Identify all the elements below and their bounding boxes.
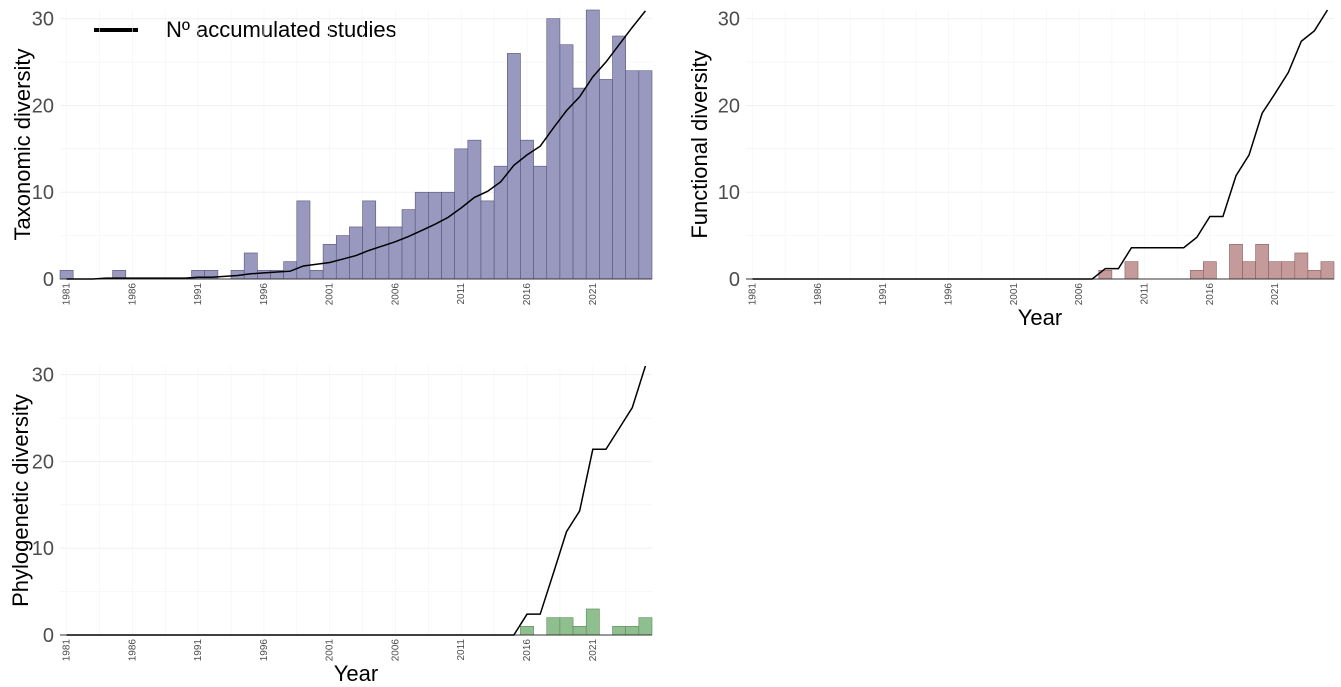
taxonomic-y-axis-title: Taxonomic diversity [10,49,35,241]
taxonomic-accumulated-line [66,10,647,280]
functional-ytick-label: 30 [718,9,740,31]
taxonomic-bar [362,200,377,280]
phylogenetic-xtick-label: 2021 [588,639,599,662]
phylogenetic-xtick-label: 1996 [259,639,270,662]
functional-bar [1124,261,1139,280]
taxonomic-xtick-label: 2001 [325,283,336,306]
functional-bar [1229,243,1243,280]
taxonomic-xtick-label: 2016 [522,283,533,306]
legend-label: Nº accumulated studies [166,17,397,42]
phylogenetic-bar [546,617,561,636]
phylogenetic-bar [638,617,653,636]
phylogenetic-x-axis-title: Year [334,661,378,686]
phylogenetic-xtick-label: 1981 [62,639,73,662]
phylogenetic-xtick-label: 2001 [325,639,336,662]
taxonomic-xtick-label: 1996 [259,283,270,306]
phylogenetic-bar [585,608,600,636]
taxonomic-bar [533,165,548,280]
taxonomic-ytick-label: 30 [32,9,54,31]
functional-ytick-label: 10 [718,182,740,204]
phylogenetic-bar [559,617,574,636]
taxonomic-ytick-label: 0 [43,269,54,291]
phylogenetic-bar [572,626,587,636]
functional-xtick-label: 1996 [944,283,955,306]
functional-bar [1242,261,1256,280]
taxonomic-xtick-label: 2021 [588,283,599,306]
functional-panel: 0 10 20 30 1981 1986 1991 1996 2001 2006 2011 2016 2… [687,9,1335,330]
taxonomic-bar [559,44,574,280]
taxonomic-bar [599,79,613,280]
phylogenetic-bar [625,626,640,636]
taxonomic-bar [309,270,324,280]
phylogenetic-accumulated-line [66,365,647,636]
taxonomic-xtick-label: 1986 [127,283,138,306]
taxonomic-bar [388,226,403,280]
functional-ytick-label: 20 [718,95,740,117]
taxonomic-bar [572,87,587,280]
functional-accumulated-line [752,9,1329,280]
taxonomic-bar [546,18,561,280]
taxonomic-ytick-label: 10 [32,182,54,204]
phylogenetic-bar [520,626,534,636]
functional-bar [1255,243,1269,280]
functional-bar [1268,261,1283,280]
taxonomic-bar [467,139,482,280]
functional-ytick-label: 0 [729,269,740,291]
functional-y-axis-title: Functional diversity [687,50,712,238]
functional-x-axis-title: Year [1018,305,1062,330]
functional-bar [1203,261,1217,280]
phylogenetic-xtick-label: 1986 [127,639,138,662]
taxonomic-xtick-label: 1991 [193,283,204,306]
taxonomic-bar [625,70,640,280]
taxonomic-bar [612,35,626,280]
phylogenetic-xtick-label: 2006 [390,639,401,662]
taxonomic-xtick-label: 2006 [390,283,401,306]
functional-bar [1307,270,1322,280]
functional-xtick-label: 1986 [813,283,824,306]
phylogenetic-ytick-label: 0 [43,625,54,647]
functional-xtick-label: 2016 [1205,283,1216,306]
functional-bar [1320,261,1335,280]
taxonomic-bar [585,9,600,280]
taxonomic-bar [401,209,416,280]
functional-xtick-label: 2006 [1074,283,1085,306]
taxonomic-ytick-label: 20 [32,95,54,117]
functional-bar [1281,261,1296,280]
taxonomic-bar [59,270,74,280]
functional-xtick-label: 2011 [1140,283,1151,305]
functional-grid [746,10,1334,280]
taxonomic-bar [480,200,495,280]
phylogenetic-ytick-label: 30 [32,365,54,387]
taxonomic-bar [414,191,429,280]
taxonomic-bar [520,139,534,280]
functional-xtick-label: 2021 [1270,283,1281,306]
taxonomic-bar [375,226,390,280]
phylogenetic-xtick-label: 1991 [193,639,204,662]
taxonomic-bar [441,191,455,280]
taxonomic-bar [493,165,508,280]
taxonomic-xtick-label: 2011 [456,283,467,305]
functional-bar [1189,270,1204,280]
phylogenetic-bar [612,626,626,636]
taxonomic-bar [428,191,442,280]
phylogenetic-ytick-label: 10 [32,538,54,560]
phylogenetic-ytick-label: 20 [32,451,54,473]
phylogenetic-grid [60,366,652,636]
functional-bar [1294,252,1309,280]
phylogenetic-xtick-label: 2011 [456,639,467,661]
phylogenetic-y-axis-title: Phylogenetic diversity [8,394,33,607]
taxonomic-bar [454,148,469,280]
taxonomic-bar [283,261,298,280]
functional-xtick-label: 1981 [748,283,759,306]
functional-xtick-label: 2001 [1009,283,1020,306]
taxonomic-bar [638,70,653,280]
phylogenetic-panel: 0 10 20 30 1981 1986 1991 1996 2001 2006 2011 2016 2… [8,365,653,686]
legend: Nº accumulated studies [94,17,397,42]
taxonomic-panel: 0 10 20 30 1981 1986 1991 1996 2001 2006 2011 2016 2… [10,9,653,306]
taxonomic-xtick-label: 1981 [62,283,73,306]
taxonomic-bar [257,270,271,280]
phylogenetic-xtick-label: 2016 [522,639,533,662]
functional-xtick-label: 1991 [878,283,889,306]
